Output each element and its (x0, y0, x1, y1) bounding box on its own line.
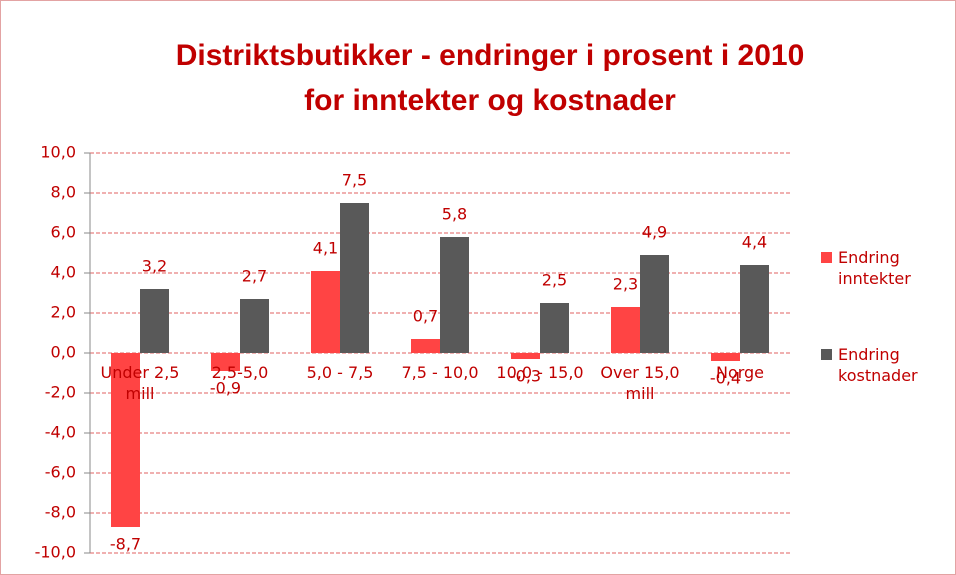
x-tick-label-box: 5,0 - 7,5 (306, 363, 374, 382)
bar (540, 303, 569, 353)
bar (111, 353, 140, 527)
bar (740, 265, 769, 353)
bar (611, 307, 640, 353)
data-label: -0,3 (510, 367, 541, 386)
x-tick-label: 2,5-5,0 (211, 363, 269, 382)
data-label: 4,4 (742, 233, 767, 252)
bar (340, 203, 369, 353)
x-tick-label-box: Under 2,5 mill (100, 363, 180, 403)
x-tick-label-box: Norge (715, 363, 765, 382)
y-tick-label: 6,0 (51, 223, 76, 242)
data-label: -8,7 (110, 535, 141, 554)
data-label: -0,9 (210, 379, 241, 398)
x-tick-label-box: Over 15,0 mill (600, 363, 680, 403)
x-tick-label: Over 15,0 mill (600, 363, 680, 403)
data-label: 2,3 (613, 275, 638, 294)
y-tick-label: 2,0 (51, 303, 76, 322)
bar (211, 353, 240, 371)
legend-swatch (821, 349, 832, 360)
y-tick-label: 8,0 (51, 183, 76, 202)
y-tick-label: -2,0 (45, 383, 76, 402)
bar (511, 353, 540, 359)
data-label: 4,9 (642, 223, 667, 242)
bar (640, 255, 669, 353)
x-tick-label-box: 10,0 - 15,0 (496, 363, 584, 382)
y-tick-label: -8,0 (45, 503, 76, 522)
y-tick-label: 0,0 (51, 343, 76, 362)
legend-label: Endring inntekter (838, 248, 911, 288)
data-label: 0,7 (413, 307, 438, 326)
legend-label-box: Endring kostnader (838, 345, 918, 385)
chart-title: for inntekter og kostnader (304, 84, 676, 117)
x-tick-label: 5,0 - 7,5 (306, 363, 374, 382)
x-tick-label: Norge (715, 363, 765, 382)
y-tick-label: 4,0 (51, 263, 76, 282)
x-tick-label-box: 7,5 - 10,0 (401, 363, 479, 382)
data-label: 4,1 (313, 239, 338, 258)
legend-label: Endring kostnader (838, 345, 918, 385)
data-label: 2,7 (242, 267, 267, 286)
y-tick-label: -4,0 (45, 423, 76, 442)
data-label: 3,2 (142, 257, 167, 276)
bar (440, 237, 469, 353)
data-label: 7,5 (342, 171, 367, 190)
bar (411, 339, 440, 353)
data-label: 5,8 (442, 205, 467, 224)
legend-label-box: Endring inntekter (838, 248, 911, 288)
x-tick-label: Under 2,5 mill (100, 363, 180, 403)
y-tick-label: -10,0 (35, 543, 76, 562)
chart-title: Distriktsbutikker - endringer i prosent … (176, 39, 805, 72)
data-label: -0,4 (710, 369, 741, 388)
x-tick-label-box: 2,5-5,0 (211, 363, 269, 382)
bar (311, 271, 340, 353)
data-label: 2,5 (542, 271, 567, 290)
bar (140, 289, 169, 353)
x-tick-label: 7,5 - 10,0 (401, 363, 479, 382)
bar (240, 299, 269, 353)
y-tick-label: 10,0 (40, 143, 76, 162)
legend-swatch (821, 252, 832, 263)
bar (711, 353, 740, 361)
x-tick-label: 10,0 - 15,0 (496, 363, 584, 382)
y-tick-label: -6,0 (45, 463, 76, 482)
